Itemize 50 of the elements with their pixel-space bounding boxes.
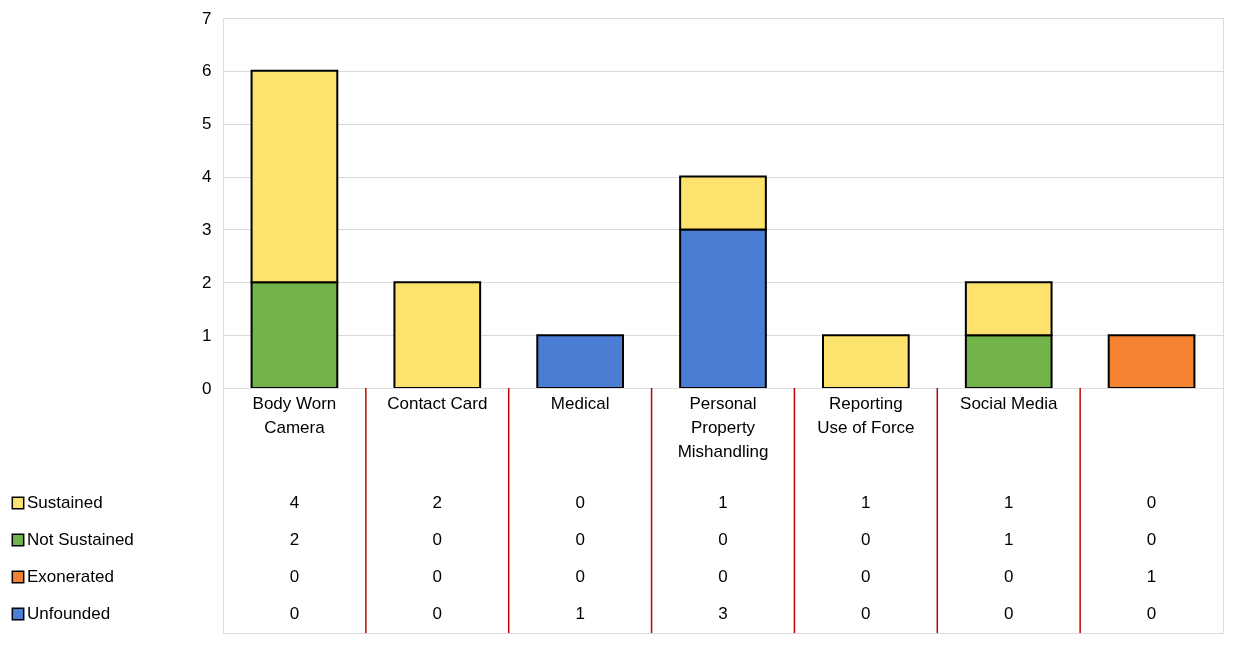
y-tick-label: 0 [202, 378, 212, 398]
data-label: 1 [575, 604, 585, 623]
data-label: 1 [718, 493, 728, 512]
data-label: 0 [432, 567, 443, 586]
y-tick-label: 3 [202, 219, 212, 239]
data-label: 1 [1146, 567, 1157, 586]
bar [393, 281, 482, 389]
data-label: 1 [1003, 530, 1014, 549]
data-label: 0 [432, 604, 443, 623]
data-label: 0 [718, 567, 728, 586]
data-label: 0 [1146, 493, 1157, 512]
data-label: 0 [575, 493, 585, 512]
data-label: 0 [1003, 604, 1014, 623]
data-label: 0 [861, 604, 871, 623]
data-label: 1 [1003, 493, 1014, 512]
data-label: 0 [289, 567, 300, 586]
x-tick-label: Social Media [960, 394, 1058, 413]
data-label: 3 [718, 604, 728, 623]
y-tick-label: 6 [202, 61, 212, 81]
legend-label: Not Sustained [27, 530, 134, 549]
data-label: 0 [861, 530, 871, 549]
x-tick-label: Contact Card [387, 394, 488, 413]
data-label: 0 [575, 567, 585, 586]
x-tick-label: Medical [550, 394, 610, 413]
y-tick-label: 1 [202, 325, 212, 345]
x-tick-label: Reporting Use of Force [817, 394, 915, 437]
data-label: 2 [432, 493, 443, 512]
y-tick-label: 5 [202, 114, 212, 134]
bar [822, 334, 910, 389]
y-tick-label: 2 [202, 272, 212, 292]
x-tick-label: Personal Property Mishandling [677, 394, 769, 461]
data-label: 2 [289, 530, 300, 549]
data-label: 1 [861, 493, 871, 512]
data-label: 0 [1146, 604, 1157, 623]
data-label: 0 [861, 567, 871, 586]
legend-label: Unfounded [27, 604, 111, 623]
data-label: 0 [1003, 567, 1014, 586]
legend-label: Sustained [27, 493, 103, 512]
data-label: 0 [718, 530, 728, 549]
data-label: 0 [1146, 530, 1157, 549]
y-tick-label: 4 [202, 167, 212, 187]
data-label: 0 [432, 530, 443, 549]
y-tick-label: 7 [202, 8, 212, 28]
x-tick-label: Body Worn Camera [252, 394, 337, 437]
data-label: 0 [289, 604, 300, 623]
bar [1107, 334, 1196, 389]
data-label: 0 [575, 530, 585, 549]
bar [536, 334, 624, 389]
data-label: 4 [289, 493, 300, 512]
legend-label: Exonerated [27, 567, 114, 586]
